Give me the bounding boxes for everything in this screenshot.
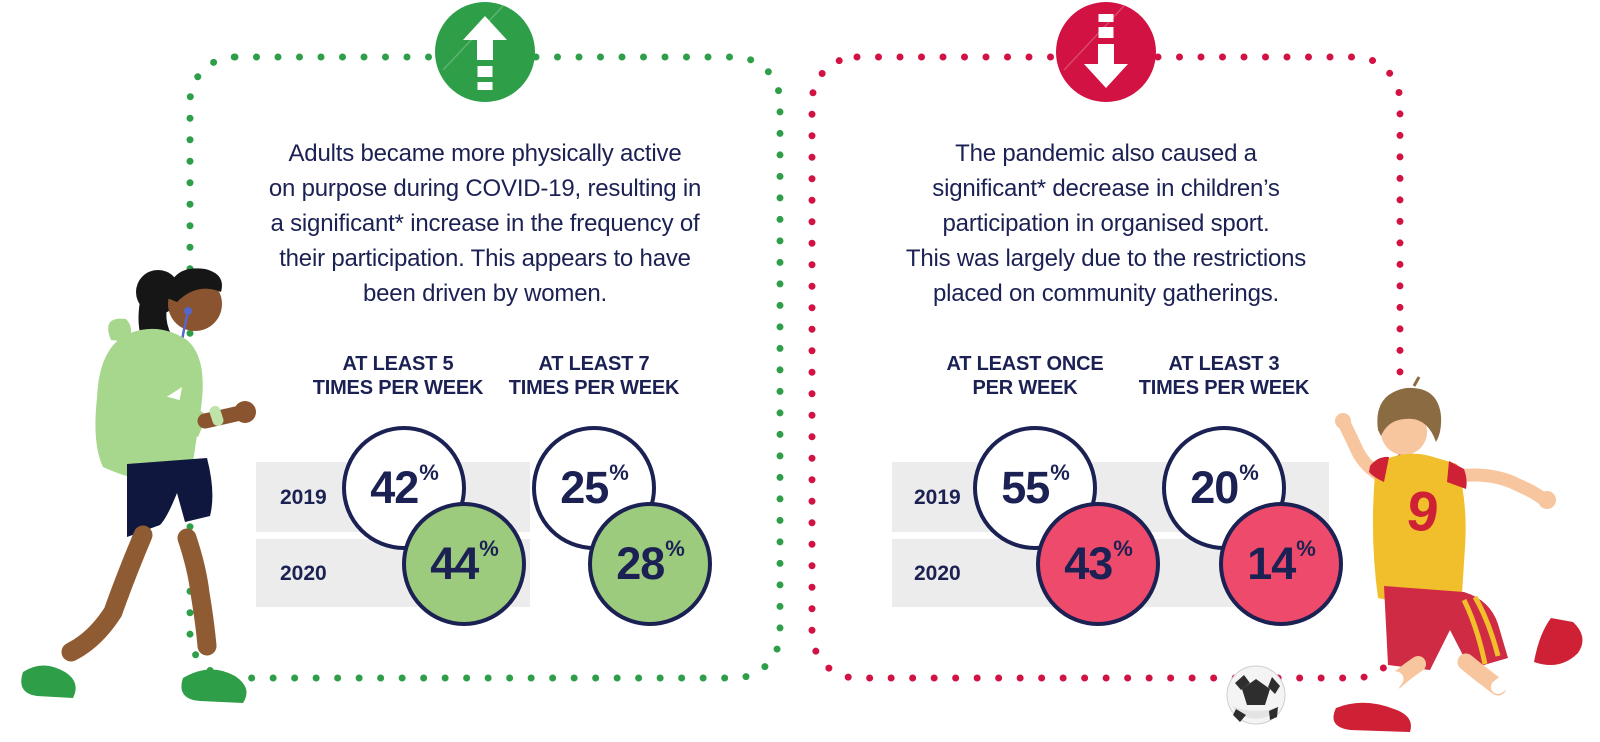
shorts-stripe-2 — [1472, 595, 1501, 657]
stat-value: 43 — [1064, 538, 1113, 589]
hair-tuft — [1412, 376, 1421, 387]
left-year-2020: 2020 — [280, 562, 327, 585]
left-column-header-1: AT LEAST 5 TIMES PER WEEK — [312, 353, 484, 399]
stat-circle-children-1x-2020: 43% — [1036, 502, 1160, 626]
percent-sign: % — [419, 460, 439, 485]
percent-sign: % — [1113, 536, 1133, 561]
front-sock — [1368, 671, 1404, 713]
stat-value: 20 — [1190, 462, 1239, 513]
stat-value: 55 — [1001, 462, 1050, 513]
stat-circle-children-3x-2020: 14% — [1219, 502, 1343, 626]
jogging-woman-illustration — [21, 268, 256, 703]
percent-sign: % — [1296, 536, 1316, 561]
front-hand — [1538, 491, 1556, 509]
jersey-left-trim — [1369, 456, 1389, 482]
stat-value: 25 — [560, 462, 609, 513]
right-column-header-2: AT LEAST 3 TIMES PER WEEK — [1138, 353, 1310, 399]
left-panel-paragraph: Adults became more physically active on … — [268, 140, 702, 307]
soccer-boy-illustration: 9 — [1333, 376, 1583, 732]
stat-circle-adults-7x-2020: 28% — [588, 502, 712, 626]
front-shoe — [1333, 702, 1411, 732]
back-shoe — [1534, 618, 1583, 665]
right-year-2020: 2020 — [914, 562, 961, 585]
percent-sign: % — [1239, 460, 1259, 485]
arrow-up-icon — [463, 16, 507, 90]
front-arm — [1451, 468, 1549, 505]
increase-badge — [433, 0, 537, 104]
hair — [1377, 387, 1442, 442]
right-shoe — [181, 669, 247, 703]
jersey — [1372, 453, 1466, 603]
right-panel-dotted-border — [808, 53, 1404, 682]
back-sock — [1491, 634, 1547, 694]
right-panel-paragraph: The pandemic also caused a significant* … — [905, 140, 1307, 307]
percent-sign: % — [665, 536, 685, 561]
back-leg — [177, 528, 217, 656]
stat-value: 42 — [370, 462, 419, 513]
front-leg — [61, 525, 153, 662]
stat-circle-adults-5x-2020: 44% — [402, 502, 526, 626]
hair-top — [167, 268, 222, 302]
stat-value: 28 — [616, 538, 665, 589]
percent-sign: % — [609, 460, 629, 485]
soccer-ball-icon — [1226, 665, 1286, 725]
arrow-down-icon — [1084, 14, 1128, 88]
shorts — [127, 458, 213, 537]
stat-value: 44 — [430, 538, 479, 589]
jersey-right-trim — [1447, 461, 1467, 489]
left-shoe — [21, 665, 76, 698]
shorts-stripe-1 — [1461, 598, 1488, 665]
percent-sign: % — [1050, 460, 1070, 485]
wrist-cuff — [209, 405, 224, 426]
stat-circle-children-3x-2019: 20% — [1162, 426, 1286, 550]
left-panel-dotted-border — [186, 53, 784, 682]
shorts — [1384, 586, 1508, 670]
decrease-badge — [1054, 0, 1158, 104]
left-year-2019: 2019 — [280, 486, 327, 509]
right-year-2019: 2019 — [914, 486, 961, 509]
percent-sign: % — [479, 536, 499, 561]
left-column-header-2: AT LEAST 7 TIMES PER WEEK — [508, 353, 680, 399]
right-column-header-1: AT LEAST ONCE PER WEEK — [946, 353, 1104, 399]
sleeve — [161, 396, 207, 437]
raised-hand — [1335, 413, 1351, 429]
hood-flap — [108, 318, 132, 342]
stat-value: 14 — [1247, 538, 1296, 589]
fist — [234, 401, 256, 423]
hoodie — [95, 328, 203, 481]
